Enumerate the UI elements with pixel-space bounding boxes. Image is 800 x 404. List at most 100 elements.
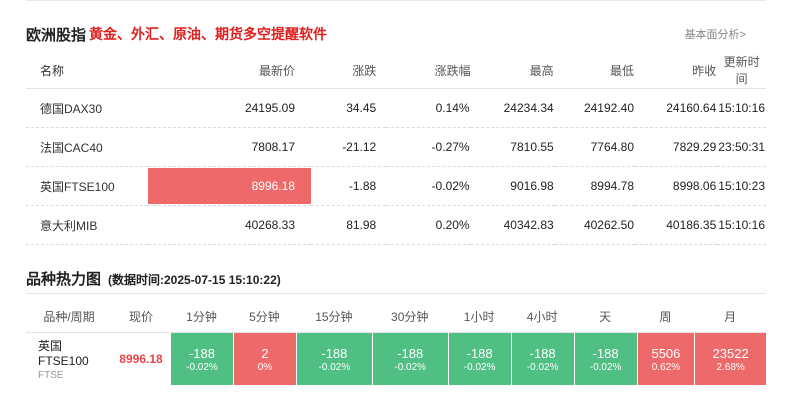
heatmap-cell-pct: -0.02%: [463, 361, 496, 373]
heatmap-header: 品种/周期 现价 1分钟 5分钟 15分钟 30分钟 1小时 4小时天周月: [26, 300, 766, 333]
index-low: 40262.50: [554, 205, 636, 245]
promo-link[interactable]: 黄金、外汇、原油、期货多空提醒软件: [89, 26, 327, 42]
heatmap-col-header: 周: [636, 300, 695, 333]
heatmap-title: 品种热力图: [26, 271, 102, 288]
heatmap-symbol-cell[interactable]: 英国FTSE100 FTSE: [26, 333, 112, 385]
heatmap-cell-value: -188: [592, 345, 619, 361]
index-pct: -0.27%: [386, 127, 471, 167]
heatmap-cell[interactable]: -188 -0.02%: [371, 333, 448, 385]
heatmap-cell-value: -188: [466, 345, 493, 361]
fundamentals-link[interactable]: 基本面分析>: [684, 29, 746, 41]
heatmap-cell-value: -188: [188, 345, 215, 361]
heatmap-cell[interactable]: 23522 2.68%: [694, 333, 766, 385]
heatmap-cell-value: 2: [261, 345, 269, 361]
table-row[interactable]: 法国CAC40 7808.17 -21.12 -0.27% 7810.55 7764.80…: [26, 127, 766, 167]
index-change: -1.88: [311, 166, 387, 206]
heatmap-cell[interactable]: -188 -0.02%: [170, 333, 233, 385]
heatmap-cell-value: 5506: [651, 345, 681, 361]
index-last: 40268.33: [147, 205, 311, 245]
col-high: 最高: [470, 52, 555, 89]
index-high: 40342.83: [470, 205, 555, 245]
index-pct: 0.14%: [386, 88, 471, 128]
heatmap-cell[interactable]: -188 -0.02%: [510, 333, 574, 385]
heatmap-col-header: 5分钟: [232, 300, 296, 333]
heatmap-timestamp: (数据时间:2025-07-15 15:10:22): [108, 273, 281, 287]
heatmap-cell-pct: 0.62%: [651, 361, 681, 373]
heatmap-cell[interactable]: 5506 0.62%: [636, 333, 695, 385]
heatmap-cell-pct: -0.02%: [589, 361, 622, 373]
heatmap-cell-pct: -0.02%: [318, 361, 351, 373]
index-low: 8994.78: [554, 166, 636, 206]
heatmap-cell-pct: -0.02%: [186, 361, 218, 373]
index-table-header: 名称 最新价 涨跌 涨跌幅 最高 最低 昨收 更新时间: [26, 52, 766, 89]
section-header: 欧洲股指 黄金、外汇、原油、期货多空提醒软件 基本面分析>: [26, 22, 766, 44]
heatmap-code: FTSE: [38, 370, 64, 381]
index-name[interactable]: 英国FTSE100: [26, 166, 148, 206]
heatmap-col-header: 15分钟: [295, 300, 372, 333]
index-last: 7808.17: [147, 127, 311, 167]
heatmap-cell-value: -188: [321, 345, 348, 361]
index-time: 23:50:31: [717, 127, 766, 167]
index-pct: -0.02%: [386, 166, 471, 206]
heatmap-col-header: 4小时: [510, 300, 574, 333]
heatmap-cell[interactable]: -188 -0.02%: [573, 333, 637, 385]
heatmap-table: 品种/周期 现价 1分钟 5分钟 15分钟 30分钟 1小时 4小时天周月 英国FTSE100…: [26, 300, 766, 385]
index-time: 15:10:16: [717, 88, 766, 128]
heatmap-col-header: 天: [573, 300, 637, 333]
heatmap-col-header: 1分钟: [170, 300, 233, 333]
heatmap-cell-pct: 0%: [257, 361, 273, 373]
heatmap-col-header: 品种/周期: [26, 300, 112, 333]
index-prev: 8998.06: [635, 166, 718, 206]
index-last-highlight: 8996.18: [147, 166, 311, 206]
index-last: 8996.18: [147, 168, 311, 204]
index-pct: 0.20%: [386, 205, 471, 245]
col-pct: 涨跌幅: [386, 52, 471, 89]
table-row[interactable]: 意大利MIB 40268.33 81.98 0.20% 40342.83 40262.50…: [26, 205, 766, 245]
col-low: 最低: [554, 52, 636, 89]
col-change: 涨跌: [311, 52, 387, 89]
heatmap-col-header: 月: [694, 300, 766, 333]
index-name[interactable]: 德国DAX30: [26, 88, 148, 128]
col-name: 名称: [26, 52, 148, 89]
index-time: 15:10:23: [717, 166, 766, 206]
heatmap-col-header: 现价: [112, 300, 170, 333]
index-change: 34.45: [311, 88, 387, 128]
heatmap-cell-pct: -0.02%: [526, 361, 559, 373]
heatmap-cell-pct: -0.02%: [394, 361, 427, 373]
index-prev: 7829.29: [635, 127, 718, 167]
col-last: 最新价: [147, 52, 311, 89]
heatmap-row[interactable]: 英国FTSE100 FTSE 8996.18 -188 -0.02% 2 0% -188…: [26, 333, 766, 385]
table-row[interactable]: 英国FTSE100 8996.18 -1.88 -0.02% 9016.98 8994.7…: [26, 166, 766, 206]
index-name[interactable]: 法国CAC40: [26, 127, 148, 167]
top-divider: [26, 0, 766, 1]
index-name[interactable]: 意大利MIB: [26, 205, 148, 245]
index-high: 24234.34: [470, 88, 555, 128]
index-prev: 24160.64: [635, 88, 718, 128]
index-last: 24195.09: [147, 88, 311, 128]
heatmap-cell[interactable]: -188 -0.02%: [447, 333, 511, 385]
heatmap-cell-value: -188: [397, 345, 424, 361]
index-high: 9016.98: [470, 166, 555, 206]
heatmap-divider: [26, 293, 766, 294]
heatmap-cell-value: -188: [529, 345, 556, 361]
index-table: 名称 最新价 涨跌 涨跌幅 最高 最低 昨收 更新时间 德国DAX30 24195…: [26, 52, 766, 245]
heatmap-cell[interactable]: -188 -0.02%: [295, 333, 372, 385]
heatmap-col-header: 1小时: [447, 300, 511, 333]
index-time: 15:10:16: [717, 205, 766, 245]
col-prev: 昨收: [635, 52, 718, 89]
heatmap-cell-value: 23522: [712, 345, 749, 361]
heatmap-cell[interactable]: 2 0%: [232, 333, 296, 385]
index-low: 7764.80: [554, 127, 636, 167]
heatmap-cell-pct: 2.68%: [716, 361, 745, 373]
col-time: 更新时间: [717, 52, 766, 89]
heatmap-symbol: 英国FTSE100: [38, 339, 89, 368]
table-row[interactable]: 德国DAX30 24195.09 34.45 0.14% 24234.34 24192.4…: [26, 88, 766, 128]
index-low: 24192.40: [554, 88, 636, 128]
section-title: 欧洲股指: [26, 27, 87, 44]
heatmap-col-header: 30分钟: [371, 300, 448, 333]
index-prev: 40186.35: [635, 205, 718, 245]
index-high: 7810.55: [470, 127, 555, 167]
index-change: 81.98: [311, 205, 387, 245]
heatmap-price: 8996.18: [112, 333, 170, 385]
index-change: -21.12: [311, 127, 387, 167]
